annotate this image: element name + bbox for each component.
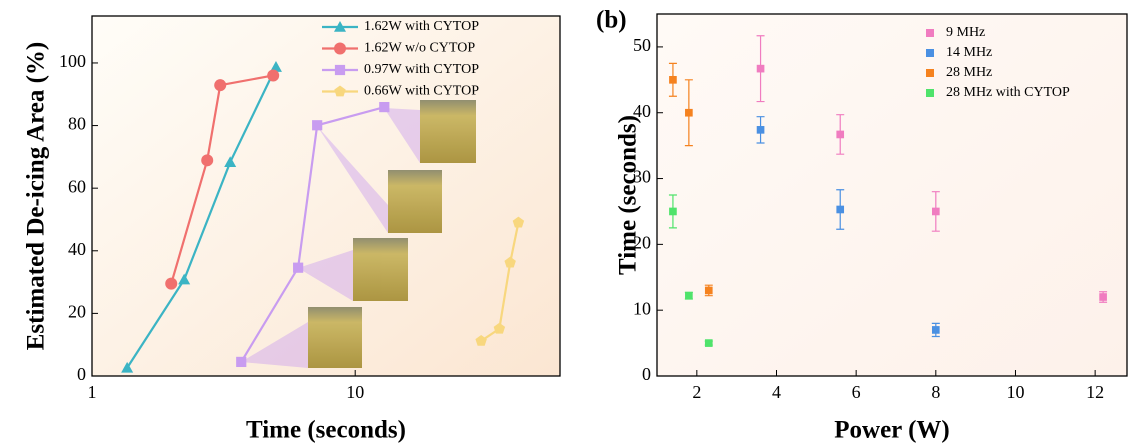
marker xyxy=(932,208,940,216)
y-tick-label: 60 xyxy=(68,176,86,196)
legend-label: 28 MHz with CYTOP xyxy=(946,85,1070,100)
marker xyxy=(757,65,765,73)
x-tick-label: 12 xyxy=(1086,382,1104,402)
legend-marker xyxy=(335,65,345,75)
inset-photo xyxy=(388,170,442,233)
x-axis-label: Time (seconds) xyxy=(246,417,406,444)
x-tick-label: 4 xyxy=(772,382,781,402)
page: 020406080100110Time (seconds)Estimated D… xyxy=(0,0,1132,448)
legend-label: 28 MHz xyxy=(946,65,992,80)
inset-photo xyxy=(308,307,362,368)
y-axis-label: Estimated De-icing Area (%) xyxy=(23,42,50,351)
legend-label: 1.62W w/o CYTOP xyxy=(364,41,475,56)
x-tick-label: 8 xyxy=(931,382,940,402)
marker xyxy=(685,292,693,300)
x-tick-label: 6 xyxy=(852,382,861,402)
legend-label: 0.97W with CYTOP xyxy=(364,62,479,77)
x-tick-label: 1 xyxy=(88,382,97,402)
y-tick-label: 0 xyxy=(77,364,86,384)
x-tick-label: 10 xyxy=(346,382,364,402)
y-tick-label: 40 xyxy=(68,239,86,259)
y-tick-label: 10 xyxy=(633,298,651,318)
marker xyxy=(836,206,844,214)
legend-marker xyxy=(334,43,346,55)
marker xyxy=(669,76,677,84)
marker xyxy=(312,120,322,130)
marker xyxy=(165,278,177,290)
legend-marker xyxy=(926,69,934,77)
y-tick-label: 100 xyxy=(59,51,86,71)
marker xyxy=(236,357,246,367)
inset-photo xyxy=(353,238,408,301)
marker xyxy=(379,102,389,112)
marker xyxy=(1099,293,1107,301)
legend-marker xyxy=(926,49,934,57)
x-axis-label: Power (W) xyxy=(834,417,949,444)
legend-label: 9 MHz xyxy=(946,25,985,40)
marker xyxy=(836,131,844,139)
marker xyxy=(705,339,713,347)
x-tick-label: 10 xyxy=(1006,382,1024,402)
marker xyxy=(757,126,765,134)
marker xyxy=(201,154,213,166)
y-tick-label: 80 xyxy=(68,114,86,134)
x-tick-label: 2 xyxy=(692,382,701,402)
legend-marker xyxy=(926,89,934,97)
plot-background xyxy=(657,14,1127,376)
marker xyxy=(267,69,279,81)
figure: 020406080100110Time (seconds)Estimated D… xyxy=(0,0,1132,448)
y-tick-label: 0 xyxy=(642,364,651,384)
marker xyxy=(669,208,677,216)
legend-label: 14 MHz xyxy=(946,45,992,60)
marker xyxy=(685,109,693,117)
y-tick-label: 50 xyxy=(633,35,651,55)
panel-label: (b) xyxy=(596,7,627,34)
marker xyxy=(705,287,713,295)
legend-marker xyxy=(926,29,934,37)
y-axis-label: Time (seconds) xyxy=(615,115,642,275)
legend-label: 1.62W with CYTOP xyxy=(364,19,479,34)
marker xyxy=(214,79,226,91)
y-tick-label: 20 xyxy=(68,302,86,322)
inset-photo xyxy=(420,100,476,163)
marker xyxy=(293,263,303,273)
marker xyxy=(932,326,940,334)
legend-label: 0.66W with CYTOP xyxy=(364,84,479,99)
